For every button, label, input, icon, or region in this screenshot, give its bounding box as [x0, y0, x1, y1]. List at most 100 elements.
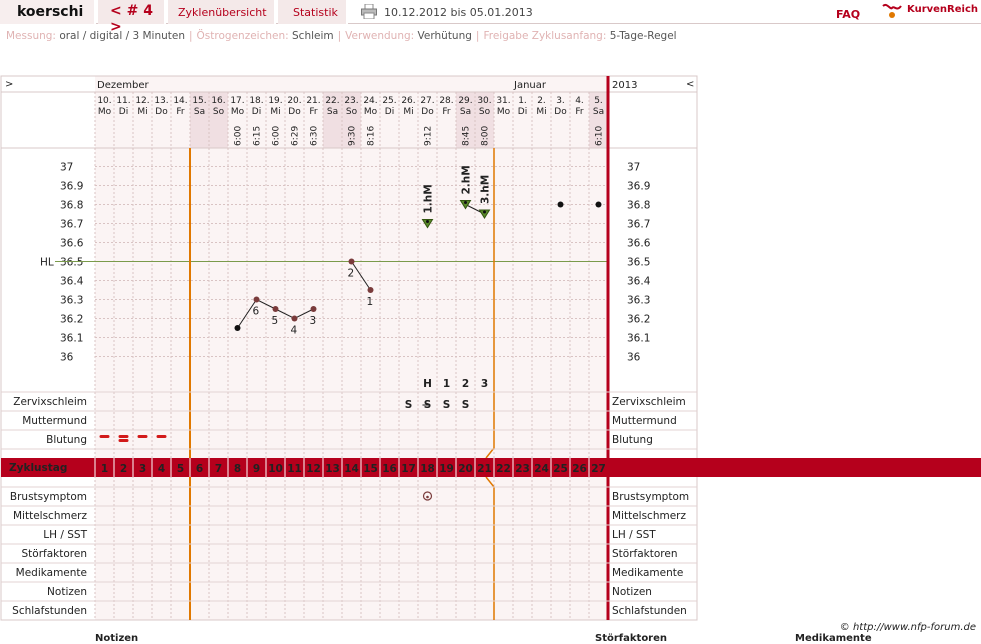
high-mark-dot: [426, 220, 429, 223]
settings-separator: |: [337, 30, 342, 42]
temp-tick-left: 36.8: [60, 200, 83, 212]
low-count-label: 1: [367, 296, 374, 308]
day-date: 16.: [211, 96, 225, 106]
temp-tick-right: 36.6: [627, 238, 651, 250]
faq-link[interactable]: FAQ: [836, 8, 861, 21]
day-date: 3.: [556, 96, 565, 106]
setting-label: Messung:: [6, 30, 60, 42]
cycle-day-number: 24: [534, 463, 549, 475]
cycle-overview-link[interactable]: Zyklenübersicht: [168, 0, 276, 24]
measure-time: 6:30: [310, 126, 320, 146]
day-weekday: Do: [554, 107, 567, 117]
temp-point: [557, 201, 564, 208]
date-range: 10.12.2012 bis 05.01.2013: [384, 6, 533, 19]
mucus-count: 3: [481, 378, 488, 390]
temp-tick-left: 37: [60, 162, 73, 174]
temp-tick-left: 36.5: [60, 257, 83, 269]
temp-tick-right: 36.5: [627, 257, 650, 269]
day-weekday: Mo: [98, 107, 112, 117]
breast-symptom-icon-dot: [426, 495, 429, 499]
row-label-left: Schlafstunden: [12, 605, 87, 617]
temp-tick-left: 36.2: [60, 314, 83, 326]
day-date: 27.: [420, 96, 434, 106]
measure-time: 8:45: [462, 126, 472, 146]
day-weekday: Do: [288, 107, 301, 117]
temp-tick-right: 36.8: [627, 200, 650, 212]
row-label-right: LH / SST: [612, 529, 656, 541]
temp-tick-left: 36.4: [60, 276, 84, 288]
cycle-day-number: 21: [477, 463, 492, 475]
cycle-day-number: 9: [253, 463, 260, 475]
temp-point: [595, 201, 602, 208]
cycle-day-number: 3: [139, 463, 146, 475]
cycle-day-number: 8: [234, 463, 241, 475]
temp-tick-right: 36.7: [627, 219, 650, 231]
temp-tick-left: 36.3: [60, 295, 83, 307]
left-label-column: [1, 76, 95, 620]
cycle-day-number: 19: [439, 463, 454, 475]
day-weekday: So: [479, 107, 491, 117]
day-weekday: Mi: [403, 107, 413, 117]
row-label-left: Muttermund: [22, 415, 87, 427]
cycle-day-number: 27: [591, 463, 606, 475]
row-label-right: Blutung: [612, 434, 653, 446]
setting-label: Östrogenzeichen:: [196, 30, 292, 42]
day-date: 26.: [401, 96, 415, 106]
breast-symptom-icon: [422, 491, 433, 501]
row-label-right: Muttermund: [612, 415, 677, 427]
cycle-navigation[interactable]: < # 4 >: [98, 0, 166, 35]
cycle-day-number: 26: [572, 463, 587, 475]
low-count-label: 6: [253, 306, 260, 318]
day-date: 29.: [458, 96, 472, 106]
nav-prev-arrow[interactable]: >: [5, 79, 13, 90]
row-label-right: Zervixschleim: [612, 396, 686, 408]
cycle-day-number: 1: [101, 463, 108, 475]
row-label-right: Notizen: [612, 586, 652, 598]
cycle-day-number: 14: [344, 463, 359, 475]
setting-label: Freigabe Zyklusanfang:: [483, 30, 610, 42]
high-mark-label: 3.hM: [480, 175, 492, 204]
brand-name[interactable]: KurvenReich: [907, 4, 979, 15]
temp-point: [367, 287, 374, 293]
weekend-column: [209, 92, 228, 148]
statistics-link[interactable]: Statistik: [278, 0, 348, 24]
row-label-left: Blutung: [46, 434, 87, 446]
day-date: 2.: [537, 96, 546, 106]
cycle-day-number: 22: [496, 463, 511, 475]
weekend-column: [323, 92, 342, 148]
chart-frame: [0, 75, 698, 621]
nav-next-arrow[interactable]: <: [686, 79, 694, 90]
day-date: 5.: [594, 96, 603, 106]
day-date: 19.: [268, 96, 282, 106]
measure-time: 6:15: [253, 126, 263, 146]
day-weekday: Di: [518, 107, 527, 117]
high-mark-triangle: [478, 209, 491, 219]
setting-value: Verhütung: [417, 30, 472, 42]
mucus-count: H: [423, 378, 432, 390]
day-date: 22.: [325, 96, 339, 106]
row-label-left: Notizen: [47, 586, 87, 598]
cycle-day-number: 5: [177, 463, 184, 475]
row-label-right: Medikamente: [612, 567, 683, 579]
printer-icon[interactable]: [361, 4, 377, 19]
day-weekday: Mi: [270, 107, 280, 117]
copyright[interactable]: © http://www.nfp-forum.de: [839, 622, 976, 633]
day-date: 12.: [135, 96, 149, 106]
day-weekday: Mi: [137, 107, 147, 117]
weekend-column: [190, 92, 209, 148]
temp-tick-right: 36.9: [627, 181, 650, 193]
day-date: 14.: [173, 96, 187, 106]
bleeding-mark: [137, 435, 148, 438]
low-count-label: 4: [291, 325, 298, 337]
year-label: 2013: [612, 80, 637, 91]
high-mark-triangle: [459, 200, 472, 210]
cycle-day-number: 23: [515, 463, 530, 475]
month-label: Dezember: [97, 80, 149, 91]
temp-tick-right: 36.3: [627, 295, 650, 307]
evaluation-line-top: [485, 148, 495, 459]
day-weekday: Di: [385, 107, 394, 117]
measure-time: 6:00: [234, 126, 244, 146]
temp-point: [253, 296, 260, 303]
measure-time: 6:00: [272, 126, 282, 146]
